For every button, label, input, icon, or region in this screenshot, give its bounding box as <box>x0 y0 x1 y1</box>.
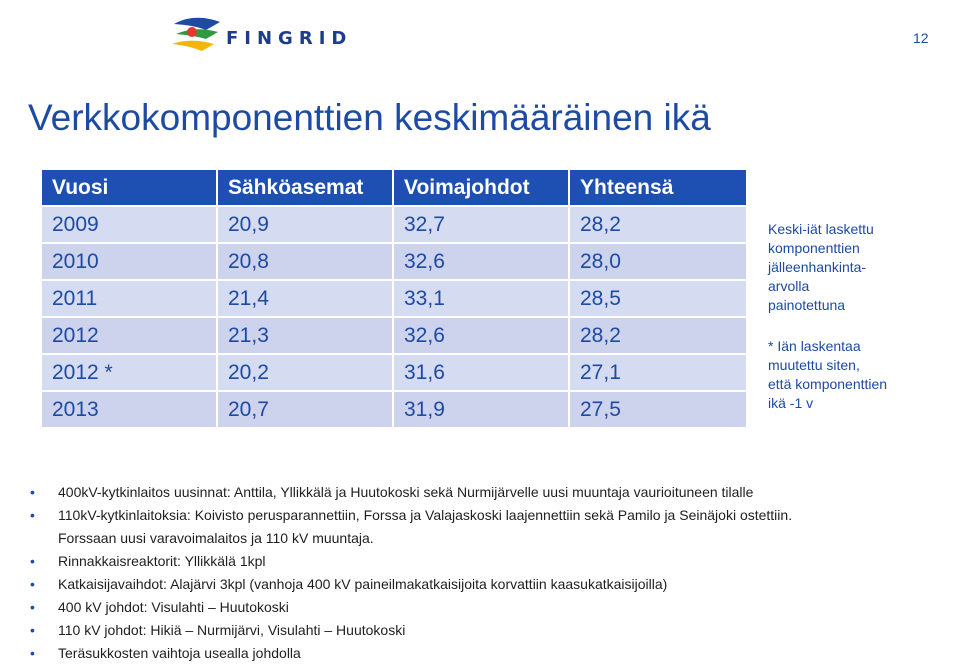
note-line: * Iän laskentaa <box>768 338 861 354</box>
note-line: Keski-iät laskettu <box>768 221 874 237</box>
cell-substations: 21,3 <box>216 316 394 355</box>
bullet-text-continued: Forssaan uusi varavoimalaitos ja 110 kV … <box>58 530 374 546</box>
page-number: 12 <box>913 30 929 46</box>
cell-year: 2009 <box>40 205 218 244</box>
note-line: ikä -1 v <box>768 395 814 411</box>
bullet-icon: • <box>30 553 35 569</box>
page-title: Verkkokomponenttien keskimääräinen ikä <box>28 97 711 138</box>
fingrid-logo: FINGRID <box>170 14 360 54</box>
cell-power-lines: 32,7 <box>392 205 570 244</box>
list-item: • Teräsukkosten vaihtoja usealla johdoll… <box>28 643 933 663</box>
bullet-text: 110 kV johdot: Hikiä – Nurmijärvi, Visul… <box>58 622 406 638</box>
list-item: • 110 kV johdot: Hikiä – Nurmijärvi, Vis… <box>28 620 933 640</box>
bullet-text: Katkaisijavaihdot: Alajärvi 3kpl (vanhoj… <box>58 576 668 592</box>
note-line: jälleenhankinta- <box>768 259 867 275</box>
cell-year: 2013 <box>40 390 218 429</box>
list-item: • Katkaisijavaihdot: Alajärvi 3kpl (vanh… <box>28 574 933 594</box>
note-line: muutettu siten, <box>768 357 860 373</box>
cell-total: 27,1 <box>568 353 748 392</box>
cell-total: 28,2 <box>568 316 748 355</box>
cell-year: 2010 <box>40 242 218 281</box>
header-total: Yhteensä <box>568 168 748 207</box>
list-item: • 400 kV johdot: Visulahti – Huutokoski <box>28 597 933 617</box>
cell-total: 28,5 <box>568 279 748 318</box>
cell-total: 28,2 <box>568 205 748 244</box>
cell-year: 2012 <box>40 316 218 355</box>
header-power-lines: Voimajohdot <box>392 168 570 207</box>
bullet-text: 400 kV johdot: Visulahti – Huutokoski <box>58 599 289 615</box>
cell-total: 27,5 <box>568 390 748 429</box>
table-row: 2012 * 20,2 31,6 27,1 <box>40 353 748 392</box>
list-item: • Rinnakkaisreaktorit: Yllikkälä 1kpl <box>28 551 933 571</box>
cell-total: 28,0 <box>568 242 748 281</box>
cell-power-lines: 32,6 <box>392 316 570 355</box>
cell-substations: 21,4 <box>216 279 394 318</box>
cell-power-lines: 31,9 <box>392 390 570 429</box>
bullet-text: 400kV-kytkinlaitos uusinnat: Anttila, Yl… <box>58 484 754 500</box>
table-header-row: Vuosi Sähköasemat Voimajohdot Yhteensä <box>40 168 748 207</box>
cell-year: 2011 <box>40 279 218 318</box>
fingrid-logo-mark-icon <box>172 17 220 51</box>
bullet-text: 110kV-kytkinlaitoksia: Koivisto peruspar… <box>58 507 793 523</box>
note-line: komponenttien <box>768 240 860 256</box>
bullet-icon: • <box>30 599 35 615</box>
bullet-list: • 400kV-kytkinlaitos uusinnat: Anttila, … <box>28 482 933 666</box>
side-note-age-calculation: * Iän laskentaa muutettu siten, että kom… <box>768 337 918 413</box>
cell-power-lines: 31,6 <box>392 353 570 392</box>
cell-substations: 20,2 <box>216 353 394 392</box>
side-note-weighting: Keski-iät laskettu komponenttien jälleen… <box>768 220 918 315</box>
bullet-icon: • <box>30 645 35 661</box>
bullet-icon: • <box>30 507 35 523</box>
note-line: painotettuna <box>768 297 846 313</box>
header-year: Vuosi <box>40 168 218 207</box>
table-row: 2009 20,9 32,7 28,2 <box>40 205 748 244</box>
note-line: arvolla <box>768 278 810 294</box>
table-row: 2011 21,4 33,1 28,5 <box>40 279 748 318</box>
cell-year: 2012 * <box>40 353 218 392</box>
bullet-text: Rinnakkaisreaktorit: Yllikkälä 1kpl <box>58 553 266 569</box>
table-row: 2012 21,3 32,6 28,2 <box>40 316 748 355</box>
cell-substations: 20,8 <box>216 242 394 281</box>
table-row: 2013 20,7 31,9 27,5 <box>40 390 748 429</box>
bullet-icon: • <box>30 622 35 638</box>
logo-text: FINGRID <box>226 28 353 49</box>
list-item: • 400kV-kytkinlaitos uusinnat: Anttila, … <box>28 482 933 502</box>
cell-power-lines: 33,1 <box>392 279 570 318</box>
cell-substations: 20,9 <box>216 205 394 244</box>
bullet-icon: • <box>30 484 35 500</box>
bullet-icon: • <box>30 576 35 592</box>
cell-substations: 20,7 <box>216 390 394 429</box>
list-item: • 110kV-kytkinlaitoksia: Koivisto perusp… <box>28 505 933 548</box>
table-row: 2010 20,8 32,6 28,0 <box>40 242 748 281</box>
bullet-text: Teräsukkosten vaihtoja usealla johdolla <box>58 645 301 661</box>
cell-power-lines: 32,6 <box>392 242 570 281</box>
note-line: että komponenttien <box>768 376 888 392</box>
header-substations: Sähköasemat <box>216 168 394 207</box>
age-table: Vuosi Sähköasemat Voimajohdot Yhteensä 2… <box>40 168 748 429</box>
